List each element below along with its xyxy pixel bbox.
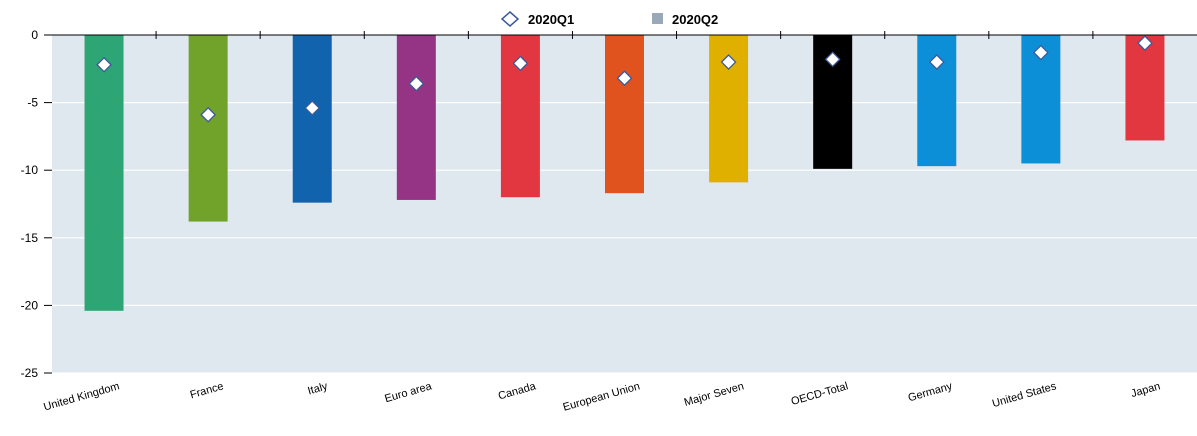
q1-marker-united-states — [1032, 44, 1049, 61]
q1-marker-oecd-total — [824, 51, 841, 68]
q1-marker-france — [200, 106, 217, 123]
legend-item-q2: 2020Q2 — [652, 12, 718, 27]
q1-marker-germany — [928, 54, 945, 70]
bars — [84, 35, 1165, 311]
x-category-label: United Kingdom — [42, 380, 121, 413]
x-category-label: European Union — [562, 380, 642, 413]
q1-marker-united-kingdom — [96, 56, 112, 73]
bar-italy — [292, 35, 332, 203]
q1-marker-euro-area — [408, 75, 425, 92]
y-tick-label: -5 — [27, 96, 38, 110]
q1-marker-italy — [304, 100, 321, 116]
y-tick-label: 0 — [31, 28, 38, 42]
bar-france — [188, 35, 228, 222]
q1-markers — [96, 35, 1153, 123]
bar-japan — [1125, 35, 1165, 141]
x-category-label: France — [189, 380, 225, 401]
bar-united-kingdom — [84, 35, 124, 311]
legend-label-q2: 2020Q2 — [672, 12, 718, 27]
legend-item-q1: 2020Q1 — [500, 11, 574, 27]
q1-marker-japan — [1137, 35, 1153, 52]
q1-marker-major-seven — [720, 54, 737, 70]
x-category-label: Germany — [907, 380, 954, 404]
legend-label-q1: 2020Q1 — [528, 12, 574, 27]
x-category-label: Euro area — [383, 380, 434, 405]
x-category-label: Canada — [497, 380, 538, 402]
y-tick-label: -20 — [21, 298, 39, 312]
y-axis: 0 -5 -10 -15 -20 -25 — [21, 28, 52, 380]
legend-diamond-icon — [500, 11, 520, 27]
x-category-label: Japan — [1130, 380, 1162, 400]
q1-marker-european-union — [616, 70, 633, 87]
bar-european-union — [605, 35, 644, 194]
bar-euro-area — [396, 35, 436, 200]
x-category-label: OECD-Total — [790, 380, 850, 408]
y-tick-label: -15 — [21, 231, 39, 245]
legend: 2020Q1 2020Q2 — [500, 11, 718, 27]
y-tick-label: -10 — [21, 163, 39, 177]
q1-marker-canada — [512, 55, 529, 72]
x-category-label: Major Seven — [683, 380, 746, 409]
x-category-label: Italy — [306, 380, 329, 397]
legend-square-icon — [652, 13, 663, 24]
y-tick-label: -25 — [21, 366, 39, 380]
x-category-label: United States — [991, 380, 1058, 410]
